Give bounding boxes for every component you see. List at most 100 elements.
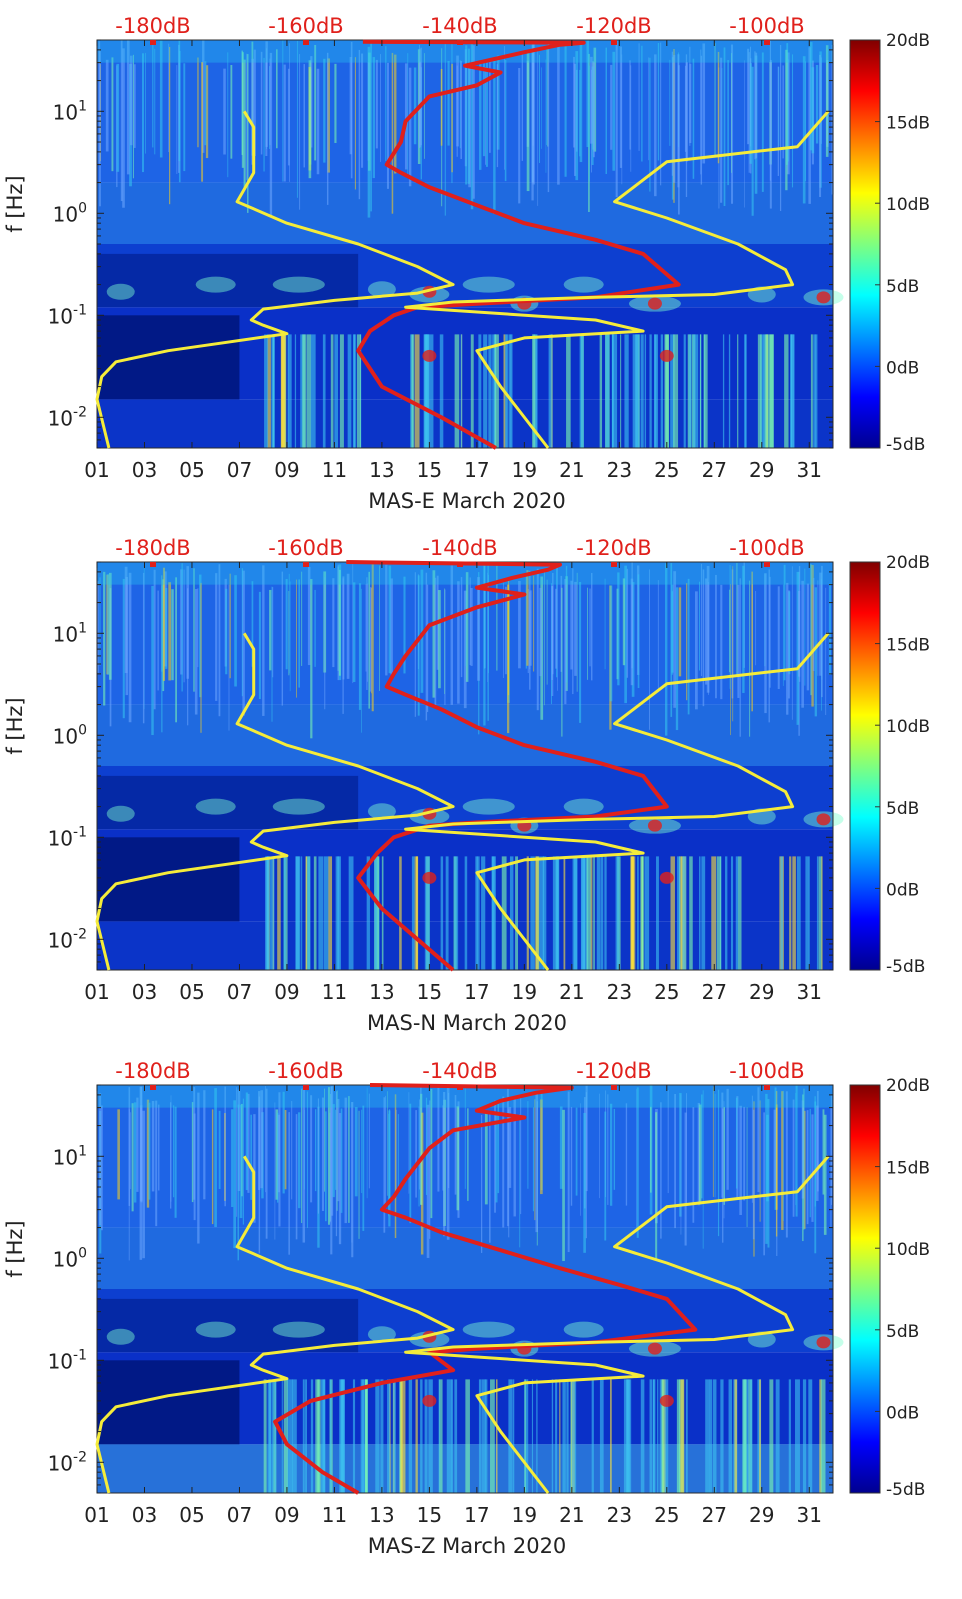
x-tick-label: 15 [417,458,442,482]
x-axis-label: MAS-N March 2020 [367,1011,567,1035]
top-axis-tick [764,40,770,45]
top-axis-label: -140dB [422,536,497,560]
colorbar-tick-label: 20dB [886,1076,930,1096]
top-axis-label: -160dB [268,536,343,560]
x-tick-label: 11 [322,458,347,482]
top-axis-tick [150,1085,156,1090]
x-tick-label: 21 [559,1503,584,1527]
colorbar-tick-label: 5dB [886,799,919,819]
colorbar-gradient [849,561,881,971]
top-axis-tick [303,40,309,45]
y-tick-label: 10-2 [48,404,87,430]
top-axis-tick [457,40,463,45]
y-axis-label: f [Hz] [3,697,27,754]
top-axis-label: -160dB [268,1059,343,1083]
colorbar-tick-label: 5dB [886,1322,919,1342]
model-curve-2 [346,560,669,972]
spectrogram-panel-3: 01 03 05 07 09 11 13 15 17 19 21 23 25 27 29 31 MAS-Z Ma… [3,1059,930,1558]
model-curve-3 [404,632,830,971]
top-axis-label: -120dB [576,14,651,38]
top-axis-label: -120dB [576,536,651,560]
model-curve-1 [95,632,455,971]
spectrogram-panel-2: 01 03 05 07 09 11 13 15 17 19 21 23 25 27 29 31 MAS-N Ma… [3,536,930,1035]
model-curve-1 [95,1155,455,1494]
model-curve-2 [273,1083,698,1495]
x-tick-label: 05 [179,1503,204,1527]
y-tick-label: 101 [53,1143,87,1169]
x-tick-label: 25 [654,980,679,1004]
x-tick-label: 09 [274,980,299,1004]
x-tick-label: 09 [274,1503,299,1527]
x-tick-label: 07 [227,980,252,1004]
x-tick-label: 17 [464,980,489,1004]
model-curve-3 [404,110,830,449]
x-axis-label: MAS-Z March 2020 [368,1534,567,1558]
model-curve-3 [404,1155,830,1494]
y-tick-label: 100 [53,1245,87,1271]
colorbar-tick-label: 0dB [886,1403,919,1423]
colorbar: 20dB 15dB 10dB 5dB 0dB -5dB [849,553,930,977]
colorbar-gradient [849,1084,881,1494]
top-axis-label: -100dB [729,14,804,38]
x-tick-label: 15 [417,1503,442,1527]
model-curve-2 [356,39,681,450]
colorbar-tick-label: -5dB [886,435,925,455]
x-tick-label: 07 [227,458,252,482]
spectrogram-image [97,1085,844,1493]
x-tick-label: 03 [132,458,157,482]
colorbar-gradient [849,39,881,449]
x-tick-label: 11 [322,1503,347,1527]
spectrogram-image [97,40,844,448]
y-tick-label: 100 [53,200,87,226]
x-tick-label: 17 [464,458,489,482]
colorbar-tick-label: 15dB [886,114,930,134]
colorbar-tick-label: 10dB [886,717,930,737]
y-tick-label: 10-1 [48,1347,87,1373]
top-axis-tick [611,1085,617,1090]
x-tick-label: 29 [749,458,774,482]
top-axis-label: -100dB [729,536,804,560]
top-axis-tick [150,40,156,45]
x-tick-label: 01 [84,1503,109,1527]
top-axis-tick [457,562,463,567]
top-axis-tick [764,1085,770,1090]
colorbar-tick-label: 0dB [886,358,919,378]
x-tick-label: 17 [464,1503,489,1527]
x-tick-label: 31 [797,1503,822,1527]
x-tick-label: 19 [512,1503,537,1527]
colorbar: 20dB 15dB 10dB 5dB 0dB -5dB [849,31,930,455]
x-tick-label: 15 [417,980,442,1004]
x-tick-label: 13 [369,458,394,482]
x-tick-label: 27 [702,980,727,1004]
x-tick-label: 01 [84,980,109,1004]
top-axis-label: -140dB [422,1059,497,1083]
x-tick-label: 19 [512,980,537,1004]
x-tick-label: 19 [512,458,537,482]
x-tick-label: 27 [702,1503,727,1527]
x-tick-label: 11 [322,980,347,1004]
top-axis-label: -180dB [115,14,190,38]
x-tick-label: 29 [749,1503,774,1527]
top-axis-label: -180dB [115,1059,190,1083]
y-tick-label: 10-2 [48,1449,87,1475]
x-tick-label: 13 [369,980,394,1004]
colorbar-tick-label: -5dB [886,957,925,977]
x-tick-label: 03 [132,1503,157,1527]
x-tick-label: 21 [559,980,584,1004]
top-axis-tick [611,40,617,45]
x-tick-label: 29 [749,980,774,1004]
y-tick-label: 100 [53,722,87,748]
colorbar-tick-label: 10dB [886,1240,930,1260]
colorbar-tick-label: 0dB [886,880,919,900]
x-tick-label: 23 [607,458,632,482]
y-tick-label: 10-1 [48,824,87,850]
colorbar-tick-label: 20dB [886,553,930,573]
top-axis-label: -140dB [422,14,497,38]
model-curve-1 [95,110,455,449]
top-axis-tick [764,562,770,567]
colorbar-tick-label: -5dB [886,1480,925,1500]
x-tick-label: 01 [84,458,109,482]
top-axis-tick [611,562,617,567]
colorbar-tick-label: 15dB [886,636,930,656]
